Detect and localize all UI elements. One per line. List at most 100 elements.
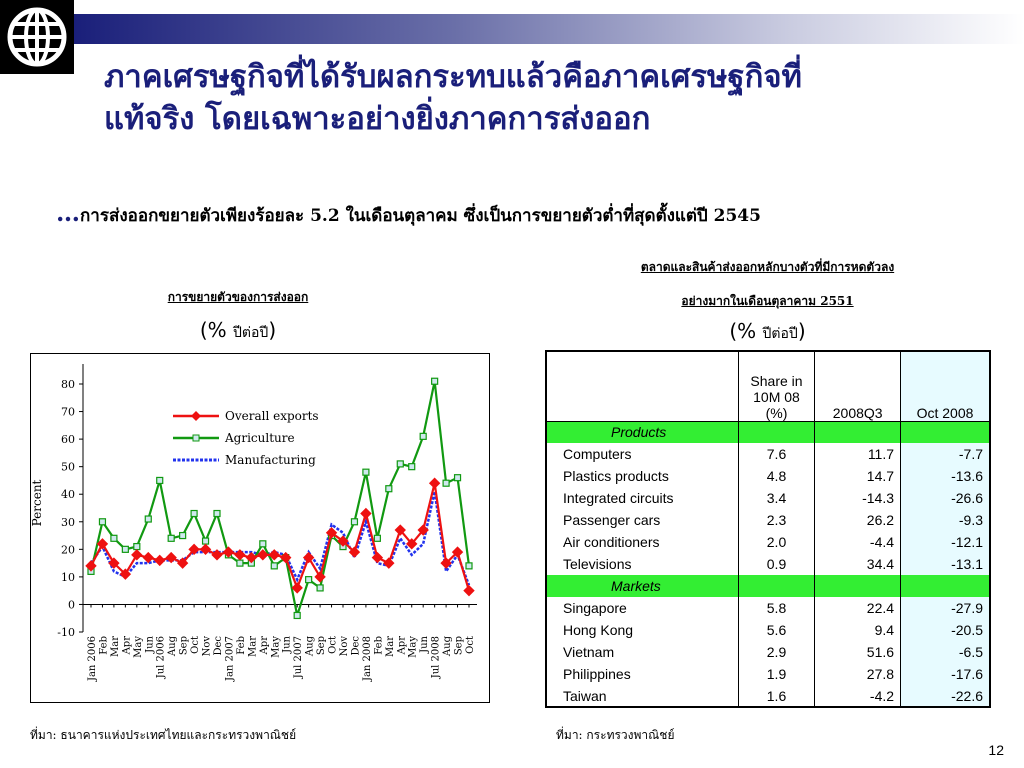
q3-value: 22.4 [814,597,901,619]
data-point [165,551,177,564]
q3-value: -4.4 [814,531,901,553]
table-header-2008q3: 2008Q3 [814,350,902,422]
q3-value: 34.4 [814,553,901,575]
data-point [176,557,189,569]
x-tick-label: Jul 2008 [431,636,442,679]
data-point [302,551,315,564]
data-point [350,518,359,526]
x-tick-label: Jul 2007 [293,636,304,679]
data-point [201,537,210,545]
legend-marker [191,411,201,421]
row-label: Air conditioners [544,531,739,553]
x-tick-label: Apr [396,636,407,656]
data-point [236,559,244,567]
x-tick-label: Aug [305,635,316,657]
chart-unit-text: ปีต่อปี [233,325,269,341]
table-row: Integrated circuits 3.4 -14.3 -26.6 [544,487,992,509]
x-tick-label: Oct [465,636,476,654]
data-point [156,476,164,485]
chart-title: การขยายตัวของการส่งออก [167,290,309,304]
data-point [96,538,109,550]
y-tick-label: 70 [61,406,75,419]
x-tick-label: Jan 2008 [362,636,373,682]
data-point [245,551,258,564]
y-tick-label: 40 [61,488,75,501]
products-rows: Computers 7.6 11.7 -7.7 Plastics products 4.8… [544,443,992,575]
oct-value: -9.3 [900,509,992,531]
data-point [98,518,107,526]
data-point [305,576,313,584]
subtitle-ellipsis: … [56,198,80,227]
share-value: 5.8 [737,597,815,619]
x-tick-label: Apr [259,636,270,656]
x-tick-label: Jan 2006 [87,636,98,682]
y-tick-label: 0 [68,598,75,611]
x-tick-label: Oct [190,636,201,654]
x-tick-label: Jun [144,635,155,653]
data-point [211,549,223,561]
data-point [268,549,280,561]
q3-value: 26.2 [814,509,901,531]
data-point [131,549,143,561]
x-tick-label: May [408,636,419,658]
q3-value: 27.8 [814,663,901,685]
x-tick-label: Apr [121,636,132,656]
share-value: 2.0 [737,531,815,553]
data-point [451,546,464,558]
data-point [199,543,212,556]
x-tick-label: Dec [213,636,224,656]
data-point [314,571,326,583]
data-point [121,545,129,553]
table-section-products: Products [544,421,992,443]
row-label: Philippines [544,663,739,685]
x-tick-label: Sep [179,636,190,655]
data-point [316,584,324,592]
data-point [371,551,384,564]
table-section-markets: Markets [544,575,992,597]
subtitle-text: การส่งออกขยายตัวเพียงร้อยละ 5.2 ในเดือนต… [80,206,761,226]
data-point [188,543,200,556]
data-point [222,546,235,558]
oct-value: -20.5 [900,619,992,641]
share-value: 2.9 [737,641,815,663]
table-row: Taiwan 1.6 -4.2 -22.6 [544,685,992,708]
data-point [190,509,198,518]
data-point [362,468,370,476]
q3-value: -4.2 [814,685,901,708]
table-unit-text: ปีต่อปี [762,326,798,342]
share-value: 1.9 [737,663,815,685]
data-point [293,611,301,620]
data-point [385,485,393,493]
x-tick-label: Jul 2006 [156,636,167,679]
table-row: Singapore 5.8 22.4 -27.9 [544,597,992,619]
y-tick-label: 20 [61,543,75,556]
share-value: 2.3 [737,509,815,531]
q3-value: 14.7 [814,465,901,487]
slide-title: ภาคเศรษฐกิจที่ได้รับผลกระทบแล้วคือภาคเศร… [104,56,1004,140]
table-header-share: Share in 10M 08 (%) [737,350,816,422]
x-tick-label: Sep [454,636,465,655]
q3-value: 51.6 [814,641,901,663]
world-bank-logo [0,0,74,74]
share-value: 7.6 [737,443,815,465]
table-unit: (% ปีต่อปี) [545,319,990,345]
row-label: Plastics products [544,465,739,487]
oct-value: -12.1 [900,531,992,553]
oct-value: -13.6 [900,465,992,487]
data-point [394,524,406,536]
row-label: Singapore [544,597,739,619]
row-label: Computers [544,443,739,465]
y-axis-label: Percent [31,479,44,526]
oct-value: -22.6 [900,685,992,708]
data-point [373,534,381,542]
x-tick-label: Mar [385,636,396,657]
data-point [270,562,278,570]
x-tick-label: Sep [316,636,327,655]
q3-value: -14.3 [814,487,901,509]
x-tick-label: Nov [202,636,213,657]
oct-value: -13.1 [900,553,992,575]
table-header-row: Share in 10M 08 (%) 2008Q3 Oct 2008 [544,350,992,422]
export-markets-table: Share in 10M 08 (%) 2008Q3 Oct 2008 Prod… [544,350,992,708]
y-tick-label: 50 [61,461,75,474]
